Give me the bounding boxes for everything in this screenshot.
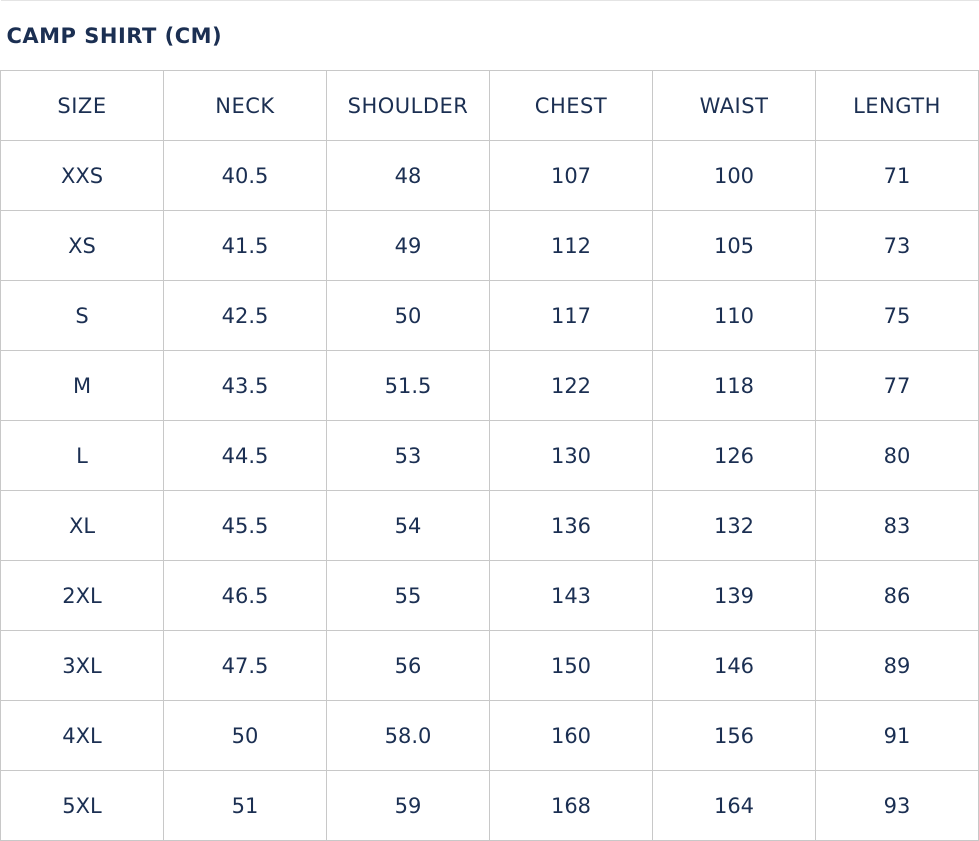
cell-waist: 164: [652, 770, 816, 841]
cell-size: XS: [0, 210, 164, 281]
cell-shoulder: 56: [326, 630, 490, 701]
cell-waist: 156: [652, 700, 816, 771]
cell-waist: 100: [652, 140, 816, 211]
cell-shoulder: 50: [326, 280, 490, 351]
table-row: 4XL 50 58.0 160 156 91: [0, 700, 979, 771]
cell-neck: 44.5: [163, 420, 327, 491]
cell-size: 4XL: [0, 700, 164, 771]
column-header-length: LENGTH: [815, 70, 979, 141]
title-row: CAMP SHIRT (CM): [0, 0, 979, 71]
cell-shoulder: 58.0: [326, 700, 490, 771]
table-row: 2XL 46.5 55 143 139 86: [0, 560, 979, 631]
cell-chest: 130: [489, 420, 653, 491]
table-row: 5XL 51 59 168 164 93: [0, 770, 979, 841]
cell-neck: 47.5: [163, 630, 327, 701]
cell-length: 80: [815, 420, 979, 491]
cell-length: 83: [815, 490, 979, 561]
cell-chest: 136: [489, 490, 653, 561]
cell-neck: 51: [163, 770, 327, 841]
cell-neck: 40.5: [163, 140, 327, 211]
cell-size: 5XL: [0, 770, 164, 841]
cell-neck: 45.5: [163, 490, 327, 561]
cell-chest: 150: [489, 630, 653, 701]
cell-length: 73: [815, 210, 979, 281]
cell-size: 2XL: [0, 560, 164, 631]
cell-chest: 112: [489, 210, 653, 281]
cell-chest: 122: [489, 350, 653, 421]
cell-length: 89: [815, 630, 979, 701]
column-header-shoulder: SHOULDER: [326, 70, 490, 141]
table-row: M 43.5 51.5 122 118 77: [0, 350, 979, 421]
table-body: XXS 40.5 48 107 100 71 XS 41.5 49 112 105 73 S 42.5 50…: [0, 140, 979, 841]
column-header-waist: WAIST: [652, 70, 816, 141]
cell-shoulder: 53: [326, 420, 490, 491]
cell-length: 93: [815, 770, 979, 841]
cell-neck: 43.5: [163, 350, 327, 421]
cell-chest: 117: [489, 280, 653, 351]
cell-waist: 139: [652, 560, 816, 631]
cell-size: M: [0, 350, 164, 421]
cell-waist: 146: [652, 630, 816, 701]
cell-length: 71: [815, 140, 979, 211]
cell-shoulder: 54: [326, 490, 490, 561]
cell-size: L: [0, 420, 164, 491]
cell-length: 75: [815, 280, 979, 351]
column-header-size: SIZE: [0, 70, 164, 141]
cell-size: XL: [0, 490, 164, 561]
table-row: XXS 40.5 48 107 100 71: [0, 140, 979, 211]
cell-waist: 126: [652, 420, 816, 491]
table-row: S 42.5 50 117 110 75: [0, 280, 979, 351]
cell-length: 91: [815, 700, 979, 771]
table-row: XS 41.5 49 112 105 73: [0, 210, 979, 281]
cell-shoulder: 48: [326, 140, 490, 211]
cell-size: 3XL: [0, 630, 164, 701]
cell-chest: 107: [489, 140, 653, 211]
cell-size: XXS: [0, 140, 164, 211]
cell-shoulder: 55: [326, 560, 490, 631]
cell-shoulder: 51.5: [326, 350, 490, 421]
cell-waist: 132: [652, 490, 816, 561]
cell-waist: 118: [652, 350, 816, 421]
table-row: L 44.5 53 130 126 80: [0, 420, 979, 491]
column-header-chest: CHEST: [489, 70, 653, 141]
cell-length: 86: [815, 560, 979, 631]
header-row: SIZE NECK SHOULDER CHEST WAIST LENGTH: [0, 70, 979, 141]
table-title: CAMP SHIRT (CM): [0, 0, 979, 71]
cell-waist: 105: [652, 210, 816, 281]
cell-shoulder: 49: [326, 210, 490, 281]
cell-shoulder: 59: [326, 770, 490, 841]
cell-chest: 168: [489, 770, 653, 841]
table-row: XL 45.5 54 136 132 83: [0, 490, 979, 561]
cell-neck: 50: [163, 700, 327, 771]
cell-length: 77: [815, 350, 979, 421]
cell-waist: 110: [652, 280, 816, 351]
table-row: 3XL 47.5 56 150 146 89: [0, 630, 979, 701]
cell-chest: 160: [489, 700, 653, 771]
cell-neck: 46.5: [163, 560, 327, 631]
cell-chest: 143: [489, 560, 653, 631]
cell-neck: 41.5: [163, 210, 327, 281]
cell-neck: 42.5: [163, 280, 327, 351]
cell-size: S: [0, 280, 164, 351]
column-header-neck: NECK: [163, 70, 327, 141]
